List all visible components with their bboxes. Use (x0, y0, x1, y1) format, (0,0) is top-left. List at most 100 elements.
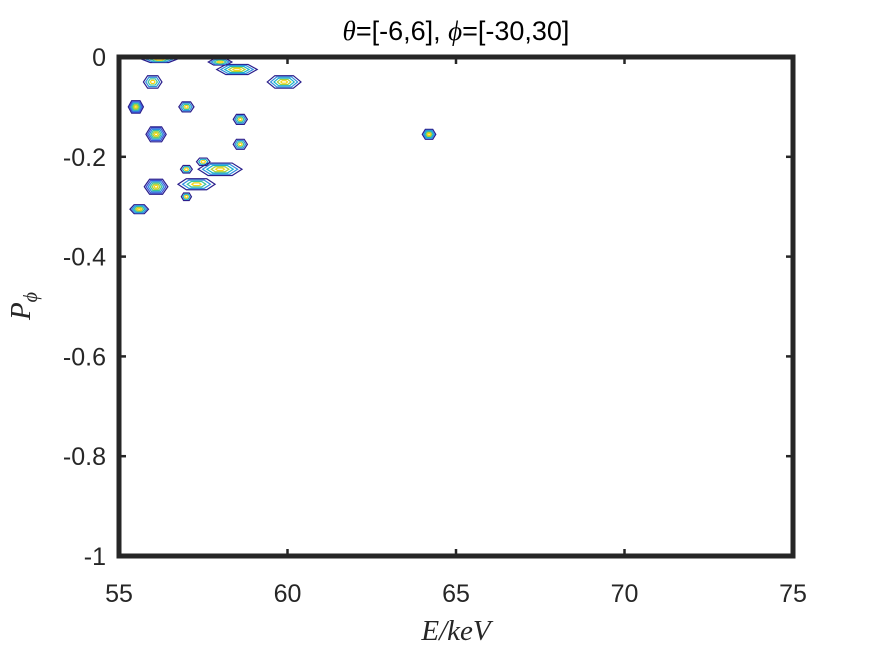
contour-level-line (183, 105, 190, 109)
contour-level-line (145, 126, 167, 143)
contour-level-line (132, 205, 146, 213)
contour-level-line (205, 164, 235, 174)
contour-cluster (421, 128, 437, 140)
contour-level-line (145, 76, 161, 88)
svg-text:Pϕ: Pϕ (5, 292, 42, 321)
contour-cluster (129, 204, 150, 215)
contour-level-line (128, 101, 143, 113)
y-tick-label: -0.4 (63, 244, 106, 272)
x-tick-labels: 55 60 65 70 75 (105, 580, 807, 608)
contour-level-line (200, 159, 207, 164)
contour-level-line (136, 207, 142, 211)
contour-level-line (183, 167, 190, 172)
plot-frame (116, 54, 796, 559)
contour-cluster (215, 63, 259, 76)
contour-level-line (132, 104, 140, 110)
contour-level-line (181, 179, 212, 189)
contour-cluster (142, 75, 163, 89)
y-tick-label: -0.8 (63, 443, 106, 471)
x-tick-label: 60 (274, 580, 302, 608)
contour-level-line (231, 67, 243, 72)
contour-cluster (178, 101, 195, 113)
title-theta-symbol: θ (343, 16, 356, 46)
contour-level-line (153, 184, 159, 189)
contour-level-line (212, 59, 228, 65)
contour-level-line (131, 103, 141, 111)
contour-level-line (266, 75, 302, 89)
contour-level-line (149, 79, 156, 85)
x-tick-label: 70 (611, 580, 639, 608)
contour-level-line (197, 158, 209, 165)
contour-level-line (133, 105, 138, 109)
x-tick-label: 65 (442, 580, 470, 608)
contour-level-line (134, 206, 144, 212)
contour-level-line (181, 166, 192, 173)
contour-level-line (234, 139, 247, 149)
contour-level-line (179, 102, 193, 112)
contour-level-line (201, 163, 239, 175)
contour-level-line (223, 65, 251, 74)
contour-cluster (145, 126, 167, 143)
y-tick-label: -0.6 (63, 343, 106, 371)
contour-lines (127, 56, 437, 215)
contour-level-line (195, 157, 211, 167)
contour-level-line (210, 166, 230, 173)
contour-level-line (190, 182, 203, 187)
contour-cluster (197, 162, 244, 177)
contour-cluster (127, 100, 145, 114)
contour-level-line (234, 115, 247, 124)
contour-level-line (184, 194, 189, 199)
x-axis-label: E/keV (420, 615, 494, 647)
contour-level-line (425, 131, 433, 137)
y-tick-label: 0 (92, 44, 106, 72)
contour-level-line (145, 179, 167, 194)
contour-cluster (232, 113, 249, 125)
contour-level-line (130, 102, 142, 112)
contour-level-line (273, 77, 296, 87)
contour-cluster (179, 164, 194, 174)
contour-level-line (210, 59, 231, 65)
contour-level-line (237, 117, 243, 122)
contour-level-line (153, 132, 159, 137)
contour-level-line (182, 193, 191, 200)
contour-level-line (279, 80, 289, 84)
contour-level-line (421, 128, 437, 140)
title-phi-range: =[-30,30] (462, 16, 569, 46)
contour-level-line (236, 116, 245, 123)
contour-level-line (424, 130, 434, 138)
contour-level-line (150, 130, 162, 139)
contour-level-line (180, 192, 193, 202)
contour-level-line (151, 131, 161, 138)
contour-level-line (181, 103, 191, 110)
y-axis-label: Pϕ (5, 292, 42, 321)
contour-cluster (232, 138, 249, 150)
contour-level-line (426, 132, 432, 136)
y-tick-labels: -1 -0.8 -0.6 -0.4 -0.2 0 (63, 44, 106, 571)
chart-title: θ=[-6,6], ϕ=[-30,30] (343, 16, 570, 46)
contour-level-line (186, 180, 207, 188)
contour-level-line (215, 60, 225, 64)
contour-level-line (237, 142, 243, 147)
axis-ticks (117, 55, 795, 558)
contour-level-line (227, 66, 247, 73)
contour-level-line (232, 113, 249, 125)
contour-level-line (127, 100, 145, 114)
y-axis-label-main: P (5, 302, 37, 321)
contour-level-line (130, 205, 148, 214)
y-axis-label-subscript: ϕ (20, 292, 42, 302)
contour-cluster (176, 178, 217, 191)
contour-level-line (422, 129, 436, 139)
contour-level-line (142, 75, 163, 89)
contour-level-line (149, 182, 163, 192)
contour-cluster (207, 58, 234, 66)
contour-level-line (146, 127, 166, 142)
contour-level-line (214, 167, 226, 172)
contour-level-line (148, 128, 164, 140)
y-tick-label: -0.2 (63, 144, 106, 172)
contour-level-line (129, 204, 150, 215)
contour-level-line (147, 181, 165, 193)
contour-cluster (143, 178, 169, 195)
contour-level-line (147, 78, 159, 86)
contour-level-line (176, 178, 217, 191)
